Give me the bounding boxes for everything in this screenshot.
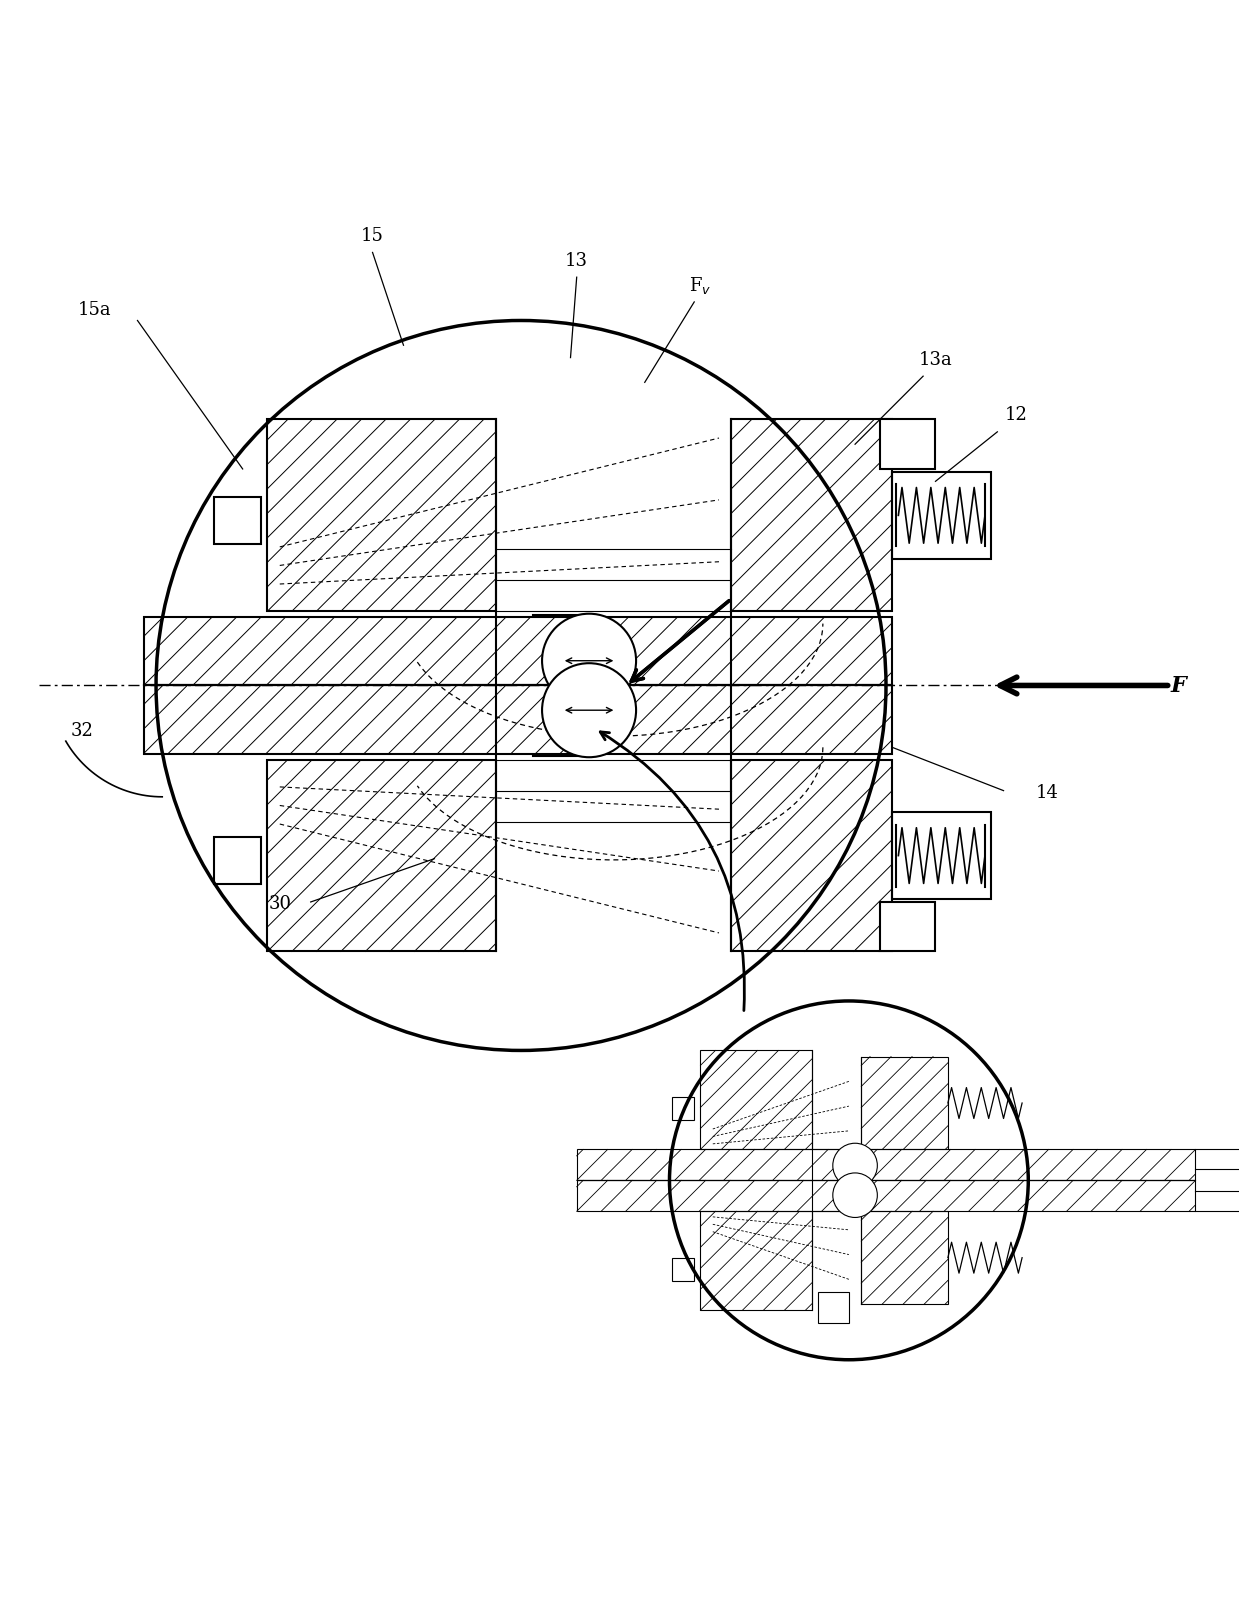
Circle shape (833, 1173, 878, 1218)
Text: 13: 13 (565, 252, 588, 270)
Bar (862, 1212, 947, 1305)
Text: 14: 14 (1035, 783, 1058, 802)
Bar (215, 498, 262, 545)
Bar (880, 903, 935, 951)
Text: 15: 15 (361, 227, 384, 244)
Circle shape (833, 1144, 878, 1188)
Bar (577, 1149, 1195, 1181)
Text: 32: 32 (71, 722, 93, 739)
Text: F: F (1171, 675, 1187, 697)
Text: 13a: 13a (919, 350, 952, 368)
Bar (268, 419, 496, 612)
Bar (701, 1212, 812, 1310)
Circle shape (542, 664, 636, 759)
Bar (732, 419, 893, 612)
Bar (144, 619, 893, 686)
Bar (732, 760, 893, 951)
Bar (215, 837, 262, 885)
Text: 30: 30 (268, 895, 291, 913)
Bar (577, 1181, 1195, 1212)
Text: 12: 12 (1004, 407, 1028, 424)
Bar (701, 1051, 812, 1149)
Bar (672, 1258, 694, 1281)
Circle shape (542, 614, 636, 709)
Bar (862, 1057, 947, 1149)
Bar (880, 419, 935, 469)
Bar (818, 1292, 849, 1323)
Bar (144, 686, 893, 754)
Text: F$_v$: F$_v$ (689, 275, 712, 296)
FancyArrowPatch shape (600, 733, 744, 1011)
Bar (893, 472, 991, 559)
Bar (268, 760, 496, 951)
Bar (893, 813, 991, 900)
Text: 15a: 15a (77, 301, 112, 320)
Bar (672, 1098, 694, 1120)
